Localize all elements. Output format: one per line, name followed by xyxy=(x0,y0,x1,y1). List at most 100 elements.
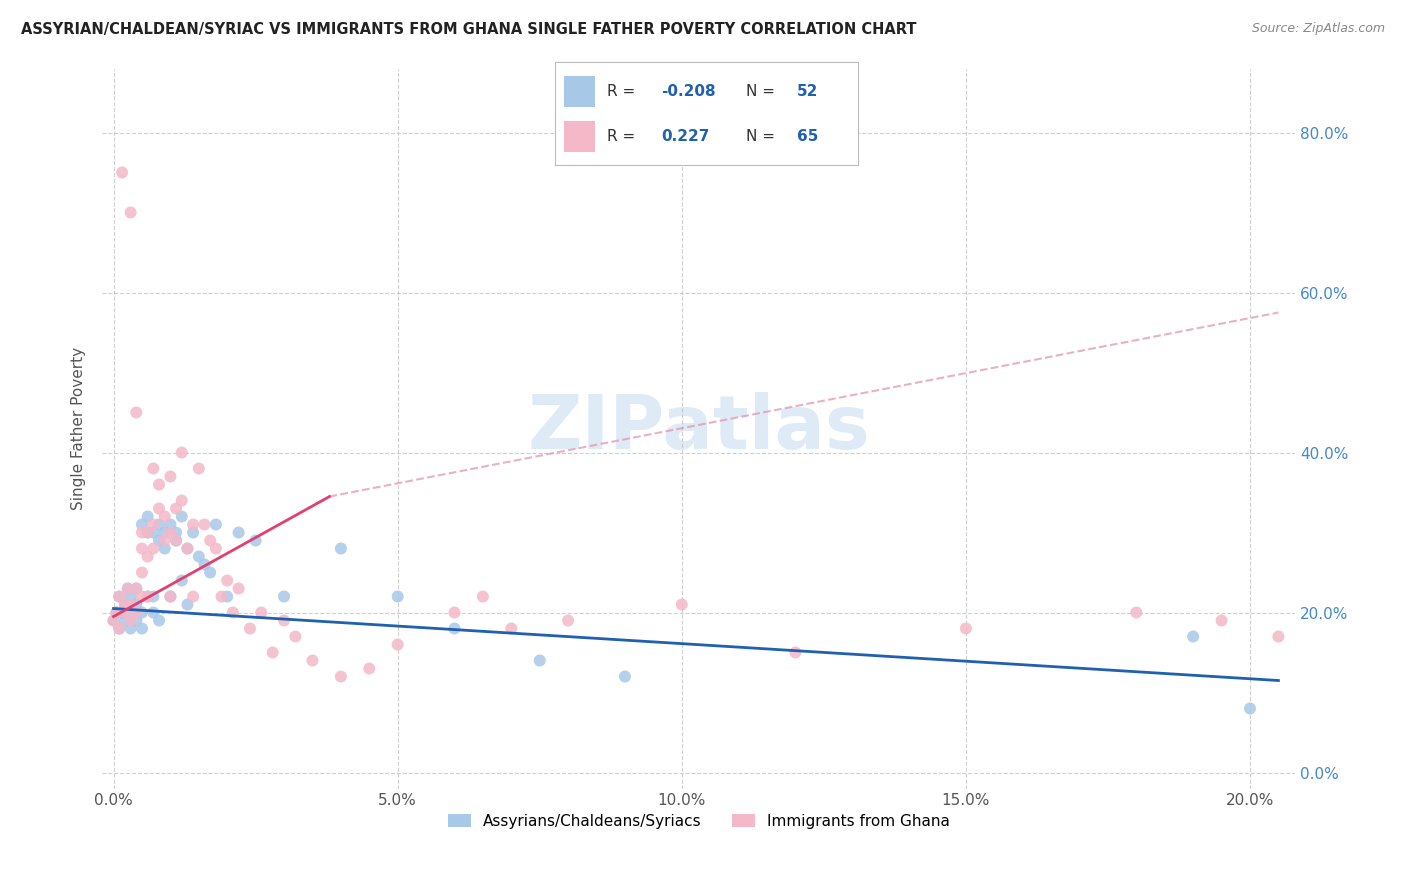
Point xyxy=(245,533,267,548)
Point xyxy=(153,541,176,556)
Point xyxy=(136,590,159,604)
Text: ZIPatlas: ZIPatlas xyxy=(527,392,870,465)
Point xyxy=(387,590,409,604)
Point xyxy=(501,622,523,636)
Point xyxy=(131,606,153,620)
Point xyxy=(153,525,176,540)
Point xyxy=(329,669,352,683)
Point xyxy=(120,590,142,604)
Point xyxy=(170,493,193,508)
Point xyxy=(120,622,142,636)
Point xyxy=(228,525,250,540)
Point xyxy=(103,614,125,628)
Point xyxy=(114,598,136,612)
Point xyxy=(205,541,228,556)
Point xyxy=(114,598,136,612)
Text: ASSYRIAN/CHALDEAN/SYRIAC VS IMMIGRANTS FROM GHANA SINGLE FATHER POVERTY CORRELAT: ASSYRIAN/CHALDEAN/SYRIAC VS IMMIGRANTS F… xyxy=(21,22,917,37)
Point xyxy=(176,598,198,612)
Point xyxy=(105,606,128,620)
Point xyxy=(1125,606,1147,620)
Point xyxy=(387,638,409,652)
Point xyxy=(148,614,170,628)
Point xyxy=(471,590,494,604)
Text: -0.208: -0.208 xyxy=(661,84,716,99)
Point xyxy=(785,646,807,660)
Point xyxy=(329,541,352,556)
Point xyxy=(217,574,239,588)
Point xyxy=(301,653,323,667)
Point xyxy=(125,582,148,596)
Point xyxy=(239,622,262,636)
Point xyxy=(131,517,153,532)
Point xyxy=(1182,630,1205,644)
FancyBboxPatch shape xyxy=(564,121,595,152)
Point xyxy=(165,533,187,548)
Point xyxy=(108,590,131,604)
Point xyxy=(170,509,193,524)
Point xyxy=(148,477,170,491)
Point xyxy=(131,566,153,580)
Point xyxy=(120,614,142,628)
Point xyxy=(125,582,148,596)
Point xyxy=(125,405,148,419)
Text: R =: R = xyxy=(607,84,640,99)
Point xyxy=(1211,614,1233,628)
Point xyxy=(136,525,159,540)
Point xyxy=(153,533,176,548)
Point xyxy=(142,606,165,620)
Point xyxy=(142,541,165,556)
Point xyxy=(181,517,204,532)
Point xyxy=(142,517,165,532)
Point xyxy=(108,590,131,604)
Point xyxy=(136,590,159,604)
Point xyxy=(114,606,136,620)
Point xyxy=(955,622,977,636)
Point xyxy=(198,533,221,548)
Text: 0.227: 0.227 xyxy=(661,128,710,144)
Point xyxy=(114,614,136,628)
Point xyxy=(165,501,187,516)
Point xyxy=(131,541,153,556)
Point xyxy=(111,165,134,179)
Point xyxy=(165,525,187,540)
Point xyxy=(159,469,181,483)
Point xyxy=(176,541,198,556)
Point xyxy=(170,445,193,459)
Text: R =: R = xyxy=(607,128,645,144)
Point xyxy=(105,606,128,620)
Point xyxy=(222,606,245,620)
Point xyxy=(187,549,209,564)
Point xyxy=(120,205,142,219)
Point xyxy=(125,606,148,620)
Text: N =: N = xyxy=(745,128,780,144)
Y-axis label: Single Father Poverty: Single Father Poverty xyxy=(72,347,86,510)
Text: N =: N = xyxy=(745,84,780,99)
Point xyxy=(1267,630,1289,644)
Legend: Assyrians/Chaldeans/Syriacs, Immigrants from Ghana: Assyrians/Chaldeans/Syriacs, Immigrants … xyxy=(441,807,956,835)
Text: 65: 65 xyxy=(797,128,818,144)
Point xyxy=(131,590,153,604)
Point xyxy=(153,509,176,524)
Point xyxy=(142,461,165,475)
Point xyxy=(159,517,181,532)
Point xyxy=(217,590,239,604)
Point xyxy=(443,606,465,620)
Point xyxy=(125,598,148,612)
Point xyxy=(131,622,153,636)
Point xyxy=(142,590,165,604)
Point xyxy=(228,582,250,596)
Point xyxy=(131,525,153,540)
Point xyxy=(193,558,215,572)
Point xyxy=(120,606,142,620)
Point xyxy=(136,509,159,524)
Point xyxy=(211,590,233,604)
Point xyxy=(671,598,693,612)
Point xyxy=(142,525,165,540)
Point xyxy=(614,669,637,683)
Point xyxy=(159,525,181,540)
Point xyxy=(359,661,381,675)
Point xyxy=(108,622,131,636)
Text: 52: 52 xyxy=(797,84,818,99)
Point xyxy=(273,590,295,604)
Point xyxy=(125,614,148,628)
